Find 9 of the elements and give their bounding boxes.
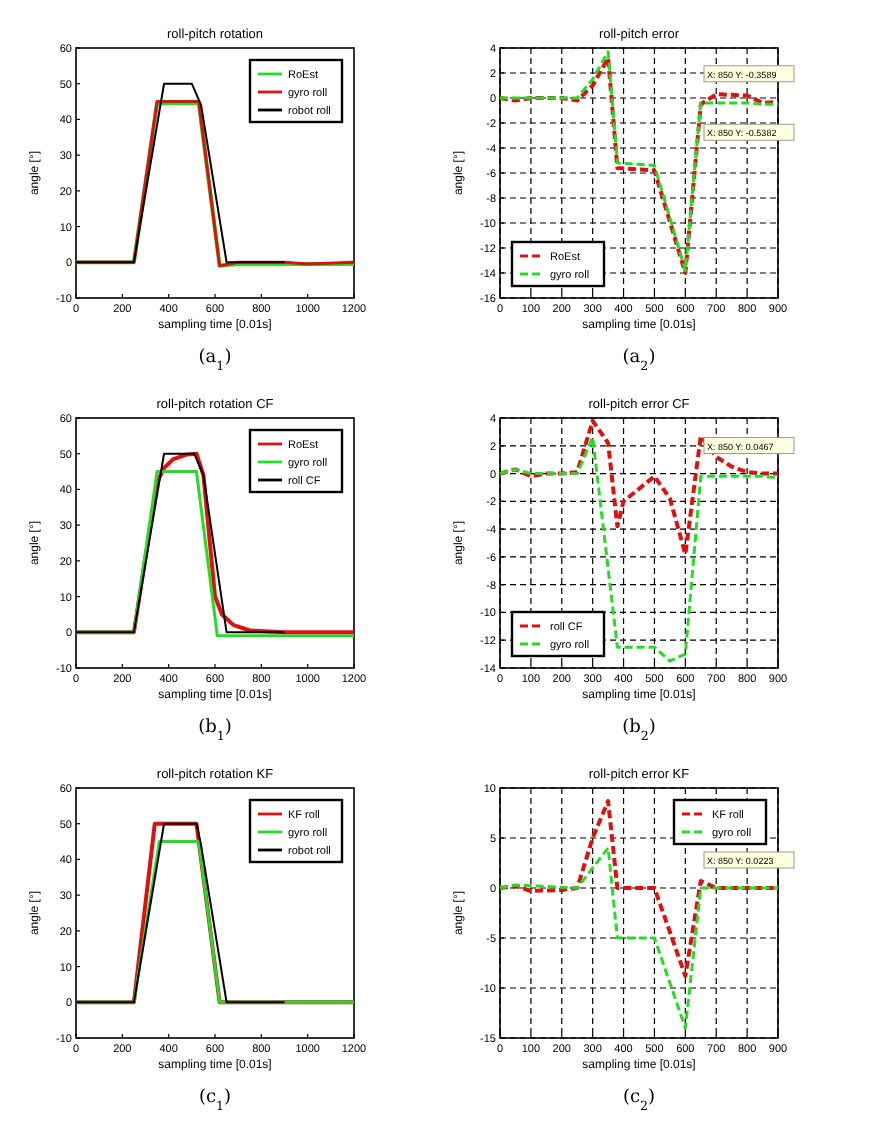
text: (c$_{2}$) (622, 1088, 656, 1113)
text: (b$_{1}$) (198, 718, 232, 743)
text: (a$_{1}$) (198, 348, 232, 373)
line-series (498, 799, 780, 978)
line-series (498, 846, 780, 1030)
text: (b$_{2}$) (622, 718, 656, 743)
line-series (498, 435, 780, 663)
text: (a$_{2}$) (622, 348, 656, 373)
text: (c$_{1}$) (198, 1088, 232, 1113)
